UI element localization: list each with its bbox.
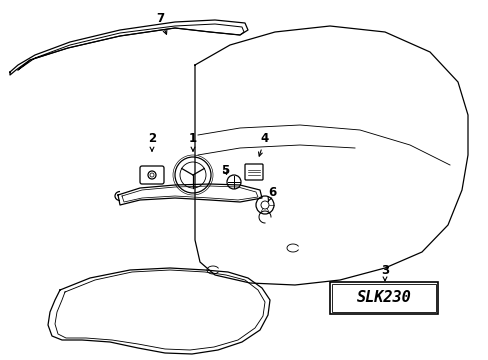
Text: 2: 2: [148, 131, 156, 151]
Text: 5: 5: [221, 163, 229, 176]
Text: 1: 1: [188, 131, 197, 151]
Text: SLK230: SLK230: [356, 291, 410, 306]
Bar: [331, 284, 435, 312]
Text: 3: 3: [380, 264, 388, 281]
Text: 6: 6: [267, 185, 276, 201]
Text: 4: 4: [258, 131, 268, 156]
Text: 7: 7: [156, 12, 166, 34]
Bar: [329, 282, 437, 314]
